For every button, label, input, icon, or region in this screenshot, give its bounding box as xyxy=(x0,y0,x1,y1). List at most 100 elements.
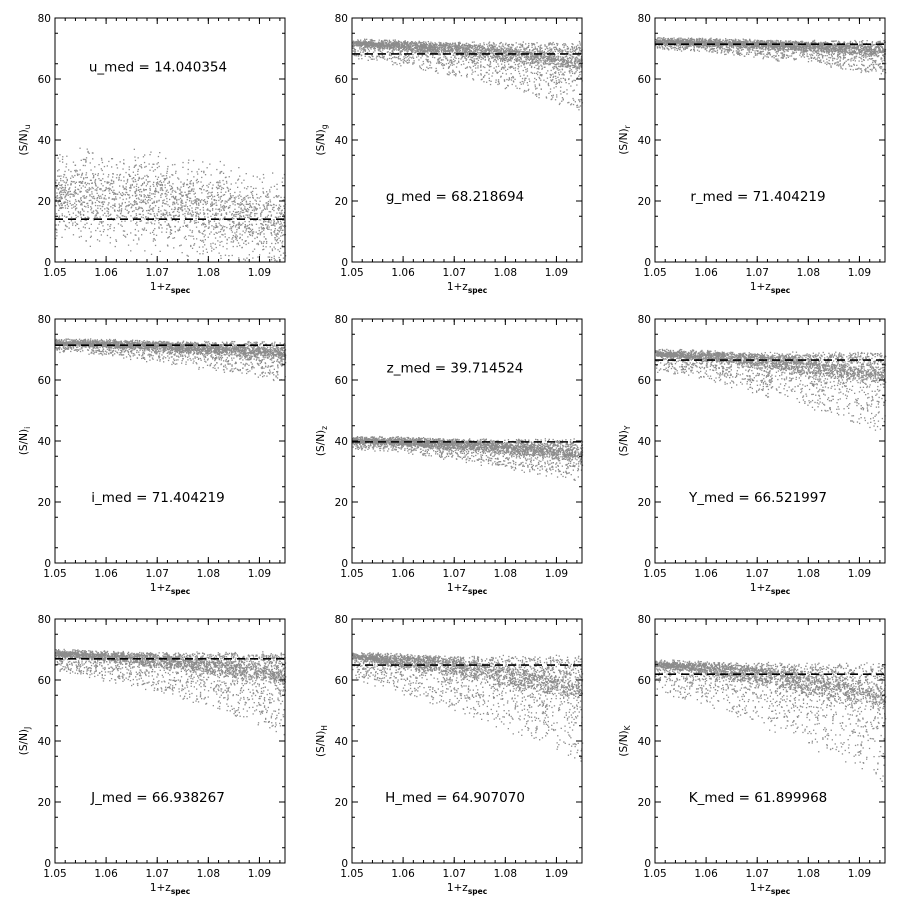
data-point xyxy=(359,48,361,50)
data-point xyxy=(232,217,234,220)
data-point xyxy=(579,46,581,49)
data-point xyxy=(537,71,539,73)
data-point xyxy=(575,47,578,49)
data-point xyxy=(90,169,92,171)
data-point xyxy=(494,48,497,50)
data-point xyxy=(264,216,267,218)
data-point xyxy=(190,180,192,182)
data-point xyxy=(213,226,215,228)
data-point xyxy=(402,49,404,51)
data-point xyxy=(371,54,373,57)
data-point xyxy=(81,182,84,184)
data-point xyxy=(64,191,67,194)
data-point xyxy=(486,43,488,46)
data-point xyxy=(438,49,440,51)
data-point xyxy=(187,168,189,171)
data-point xyxy=(580,71,582,73)
data-point xyxy=(555,80,558,82)
data-point xyxy=(241,199,243,201)
data-point xyxy=(63,173,65,176)
data-point xyxy=(189,205,191,207)
data-point xyxy=(215,186,218,188)
data-point xyxy=(424,50,427,52)
data-point xyxy=(458,43,460,45)
data-point xyxy=(93,195,95,198)
data-point xyxy=(574,58,576,60)
data-point xyxy=(419,66,421,69)
data-point xyxy=(430,67,433,69)
data-point xyxy=(578,106,580,108)
data-point xyxy=(501,54,504,57)
data-point xyxy=(542,53,544,56)
data-point xyxy=(213,195,216,198)
data-point xyxy=(248,227,250,229)
y-tick-label: 20 xyxy=(38,196,51,208)
data-point xyxy=(186,184,188,186)
data-point xyxy=(276,183,278,185)
data-point xyxy=(171,196,173,198)
data-point xyxy=(241,203,243,205)
data-point xyxy=(541,74,543,76)
data-point xyxy=(172,204,174,206)
data-point xyxy=(195,202,197,204)
data-point xyxy=(416,49,418,51)
data-point xyxy=(576,69,578,71)
data-point xyxy=(128,204,130,206)
data-point xyxy=(420,52,422,54)
data-point xyxy=(132,180,134,182)
data-point xyxy=(96,210,98,212)
data-point xyxy=(256,212,258,215)
data-point xyxy=(147,196,149,198)
data-point xyxy=(480,64,482,66)
data-point xyxy=(222,205,224,208)
data-point xyxy=(422,43,424,46)
data-point xyxy=(365,46,367,48)
data-point xyxy=(67,211,70,213)
data-point xyxy=(255,231,257,233)
data-point xyxy=(415,51,417,54)
data-point xyxy=(132,219,134,221)
data-point xyxy=(192,235,194,237)
data-point xyxy=(76,223,79,225)
data-point xyxy=(515,85,517,87)
data-point xyxy=(93,197,96,200)
data-point xyxy=(256,193,258,196)
data-point xyxy=(174,225,176,228)
data-point xyxy=(556,59,559,61)
data-point xyxy=(352,50,354,52)
x-tick-label: 1.06 xyxy=(94,267,118,279)
data-point xyxy=(195,226,198,228)
data-point xyxy=(555,71,557,73)
data-point xyxy=(60,178,62,180)
data-point xyxy=(158,226,160,228)
data-point xyxy=(122,168,124,170)
data-point xyxy=(454,56,456,59)
data-point xyxy=(110,182,112,185)
data-point xyxy=(202,241,205,243)
data-point xyxy=(366,43,368,45)
data-point xyxy=(503,66,505,69)
data-point xyxy=(470,50,473,52)
data-point xyxy=(152,207,154,209)
data-point xyxy=(195,179,198,182)
data-point xyxy=(538,65,540,67)
data-point xyxy=(103,229,105,231)
data-point xyxy=(228,199,230,201)
data-point xyxy=(414,52,416,54)
data-point xyxy=(96,199,98,201)
data-point xyxy=(425,47,427,49)
data-point xyxy=(375,42,377,45)
data-point xyxy=(234,208,236,210)
data-point xyxy=(210,231,212,233)
data-point xyxy=(81,173,83,175)
data-point xyxy=(147,202,149,204)
data-point xyxy=(531,56,533,58)
data-point xyxy=(141,207,143,209)
data-point xyxy=(87,206,89,208)
data-point xyxy=(86,222,88,224)
data-point xyxy=(504,61,506,64)
data-point xyxy=(185,210,187,212)
data-point xyxy=(458,42,460,44)
data-point xyxy=(169,226,171,228)
data-point xyxy=(148,206,151,208)
